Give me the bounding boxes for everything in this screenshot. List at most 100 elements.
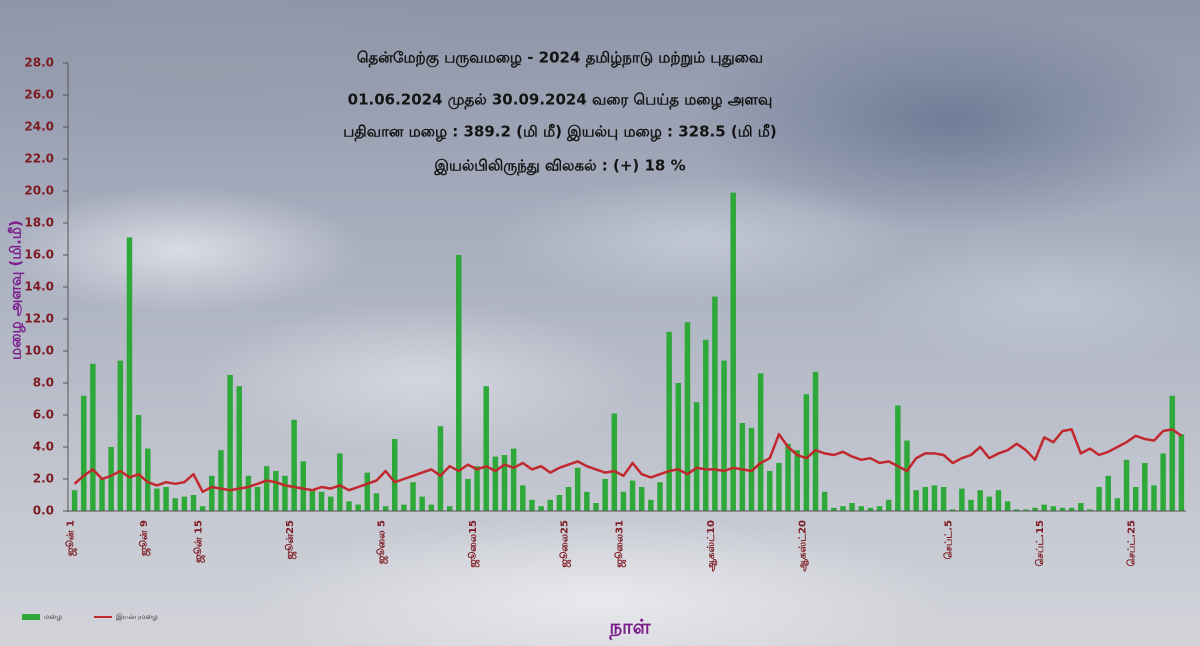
y-axis-title: மழை அளவு (மி.மீ) (7, 220, 26, 360)
legend-label: இயல்புமழை (116, 613, 158, 621)
bar (309, 490, 316, 511)
y-tick-label: 26.0 (24, 88, 54, 102)
y-tick-label: 16.0 (24, 248, 54, 262)
bar (565, 487, 572, 511)
y-tick-label: 20.0 (24, 184, 54, 198)
bar (638, 487, 645, 511)
bar (209, 475, 215, 511)
bar (1151, 485, 1157, 511)
bar (318, 491, 325, 511)
bar (227, 375, 233, 511)
bar (547, 499, 553, 511)
bar (995, 490, 1002, 511)
x-tick-label: செப்ட்.25 (1126, 520, 1138, 566)
bar (346, 501, 352, 511)
bar (99, 479, 105, 511)
bar (602, 479, 608, 511)
y-tick-label: 0.0 (33, 504, 54, 518)
bar (840, 506, 846, 511)
bar (291, 419, 297, 511)
bar (218, 450, 224, 511)
bar (1032, 507, 1038, 511)
bar (693, 402, 700, 511)
bar (1078, 503, 1084, 511)
bar (1050, 506, 1057, 511)
bar (135, 415, 142, 511)
y-tick-label: 2.0 (33, 472, 54, 486)
x-tick-label: ஜூன் 1 (65, 520, 78, 556)
bar (108, 447, 114, 511)
y-tick-label: 8.0 (33, 376, 54, 390)
bar (831, 507, 837, 511)
bar (556, 495, 563, 511)
chart-subtitle: இயல்பிலிருந்து விலகல் : (+) 18 % (433, 157, 685, 176)
bar (1014, 509, 1020, 511)
bar (931, 485, 938, 511)
bar (236, 386, 242, 511)
bar (1160, 453, 1166, 511)
bar (1169, 395, 1176, 511)
bar (391, 439, 398, 511)
x-tick-label: ஜூன் 15 (193, 520, 206, 563)
bar (483, 386, 489, 511)
bar (757, 373, 764, 511)
bar (181, 496, 188, 511)
y-tick-label: 10.0 (24, 344, 54, 358)
bar (71, 490, 78, 511)
bar (254, 487, 261, 511)
bar (437, 426, 444, 511)
bar (574, 467, 581, 511)
bar (419, 496, 425, 511)
bar (355, 504, 361, 511)
bar (456, 255, 462, 511)
bar (785, 443, 791, 511)
chart-subtitle: 01.06.2024 முதல் 30.09.2024 வரை பெய்த மழ… (348, 91, 773, 110)
bar (282, 475, 288, 511)
bar (922, 487, 929, 511)
bar (1142, 463, 1148, 511)
y-tick-label: 18.0 (24, 216, 54, 230)
x-tick-label: ஜூலை 5 (376, 520, 389, 564)
y-tick-label: 14.0 (24, 280, 54, 294)
bar (1123, 459, 1130, 511)
bar (721, 360, 727, 511)
bar (684, 322, 691, 511)
bar (1105, 475, 1111, 511)
line (73, 428, 1183, 494)
bar (154, 488, 160, 511)
bar (1004, 501, 1011, 511)
y-tick-label: 24.0 (24, 120, 54, 134)
bar (821, 491, 828, 511)
bar (739, 423, 746, 511)
chart-subtitle: பதிவான மழை : 389.2 (மி மீ) இயல்பு மழை : … (343, 123, 776, 142)
bar (986, 496, 993, 511)
bar (968, 499, 974, 511)
bar (1096, 487, 1102, 511)
bar (245, 475, 252, 511)
bar (190, 495, 197, 511)
bar (940, 487, 947, 511)
bar (382, 506, 389, 511)
x-tick-label: ஆகஸ்ட்20 (797, 520, 808, 572)
bar (794, 450, 800, 511)
bar (1178, 434, 1185, 511)
x-tick-label: செப்ட்.5 (943, 520, 955, 560)
bar (1087, 509, 1093, 511)
x-tick-label: ஜூலை31 (613, 520, 626, 568)
x-tick-label: ஆகஸ்ட்10 (706, 520, 717, 572)
y-tick-label: 28.0 (24, 56, 54, 70)
bar (858, 506, 865, 511)
bar (703, 339, 709, 511)
bar (465, 479, 471, 511)
x-tick-label: ஜூன்25 (284, 520, 297, 560)
bar (172, 498, 178, 511)
bar (117, 360, 124, 511)
y-tick-label: 12.0 (24, 312, 54, 326)
bar (1114, 498, 1121, 511)
y-tick-label: 6.0 (33, 408, 54, 422)
bar (593, 503, 599, 511)
bar (373, 493, 380, 511)
bar (712, 296, 718, 511)
bar (904, 440, 910, 511)
